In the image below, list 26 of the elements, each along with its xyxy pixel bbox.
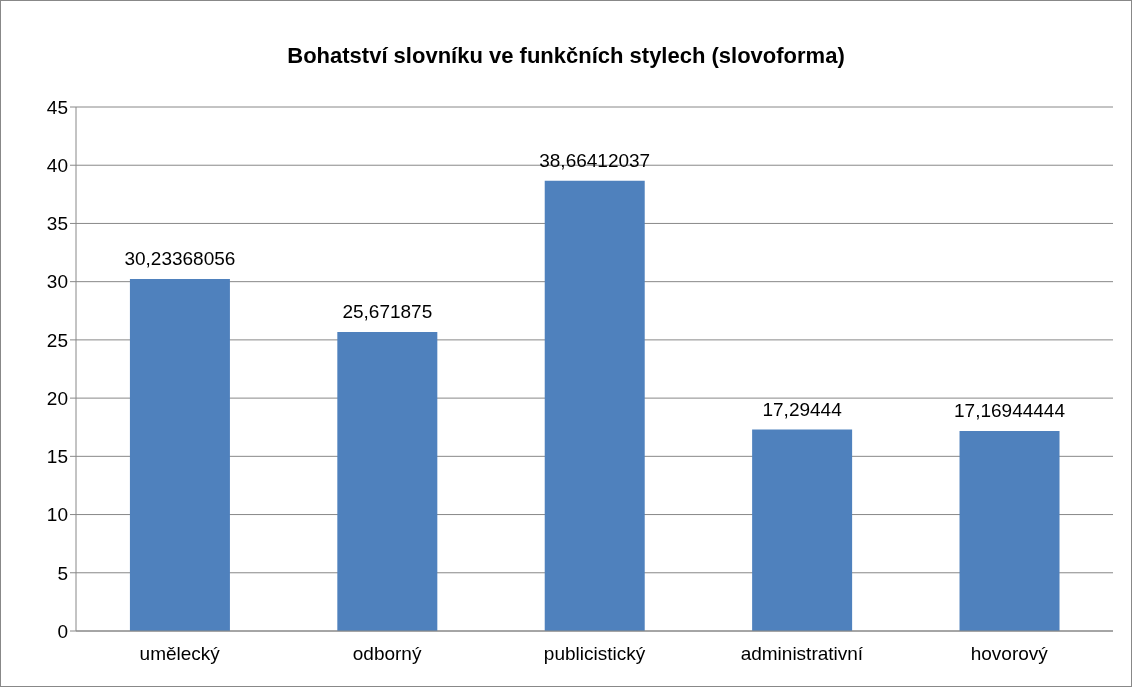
y-tick-label: 15 <box>46 446 68 468</box>
y-tick-label: 30 <box>46 271 68 293</box>
y-tick-label: 10 <box>46 504 68 526</box>
y-tick-label: 25 <box>46 329 68 351</box>
x-tick-label: odborný <box>352 643 422 665</box>
y-tick-label: 45 <box>46 96 68 118</box>
data-label: 17,16944444 <box>954 400 1066 422</box>
x-tick-label: umělecký <box>139 643 221 665</box>
data-label: 25,671875 <box>342 301 433 323</box>
bar <box>752 429 853 631</box>
x-tick-label: hovorový <box>970 643 1049 665</box>
y-tick-label: 20 <box>46 387 68 409</box>
x-tick-label: publicistický <box>543 643 646 665</box>
chart-title: Bohatství slovníku ve funkčních stylech (slovoforma) <box>286 43 846 69</box>
bar <box>959 431 1060 631</box>
y-tick-label: 0 <box>57 620 68 642</box>
x-tick-label: administrativní <box>740 643 864 665</box>
bar <box>337 332 438 631</box>
data-label: 17,29444 <box>762 398 843 420</box>
y-tick-label: 35 <box>46 213 68 235</box>
data-label: 38,66412037 <box>539 149 651 171</box>
data-label: 30,23368056 <box>124 247 236 269</box>
bar <box>544 180 645 631</box>
bar <box>129 278 230 631</box>
y-tick-label: 40 <box>46 154 68 176</box>
y-tick-label: 5 <box>57 562 68 584</box>
